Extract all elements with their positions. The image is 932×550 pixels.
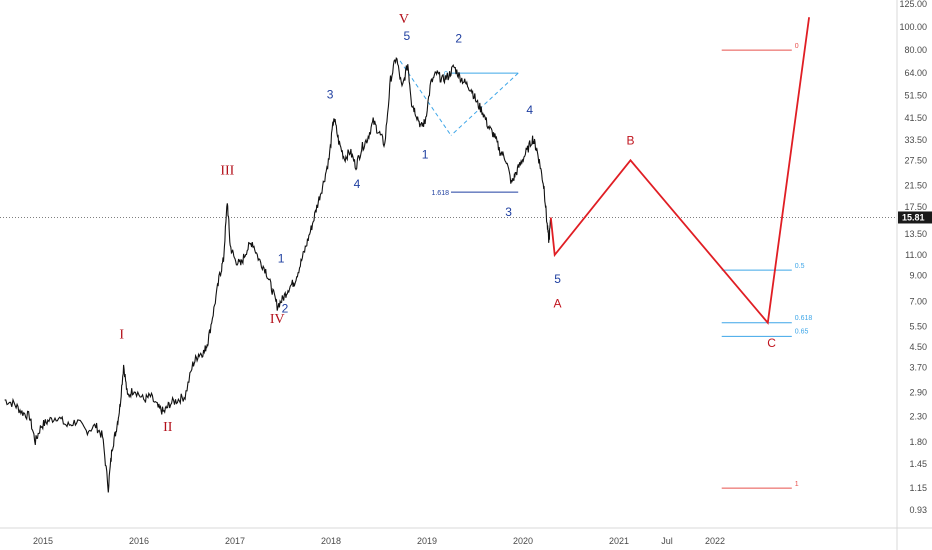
wave-label: A [554, 297, 562, 311]
x-tick-label: 2020 [513, 536, 533, 546]
x-tick-label: 2017 [225, 536, 245, 546]
y-tick-label: 125.00 [899, 0, 927, 9]
y-tick-label: 5.50 [909, 321, 927, 331]
wave-label: 5 [554, 272, 561, 286]
x-tick-label: 2021 [609, 536, 629, 546]
y-tick-label: 11.00 [905, 250, 927, 260]
y-tick-label: 100.00 [899, 22, 927, 32]
wave-label: 3 [327, 88, 334, 102]
wave-label: III [220, 163, 234, 178]
x-tick-label: 2019 [417, 536, 437, 546]
price-path [4, 57, 552, 493]
y-tick-label: 80.00 [904, 45, 927, 55]
x-tick-label: Jul [661, 536, 673, 546]
wave-label: 4 [526, 103, 533, 117]
x-tick-label: 2022 [705, 536, 725, 546]
x-tick-label: 2016 [129, 536, 149, 546]
x-tick-label: 2015 [33, 536, 53, 546]
fib-level-label: 0 [795, 43, 799, 50]
y-tick-label: 27.50 [904, 155, 927, 165]
y-tick-label: 1.80 [909, 437, 927, 447]
fib-level-label: 1 [795, 481, 799, 488]
wave-label: 1 [422, 147, 429, 161]
y-tick-label: 51.50 [904, 91, 927, 101]
wave-label: V [399, 12, 409, 27]
fib-level-label: 0.618 [795, 315, 813, 322]
y-tick-label: 2.30 [909, 412, 927, 422]
y-tick-label: 64.00 [904, 68, 927, 78]
wave-label: 1 [278, 252, 285, 266]
triangle-level-label: 0 [444, 71, 448, 78]
wave-label: I [119, 327, 124, 342]
x-axis: 2015 2016 2017 2018 2019 2020 2021 Jul 2022 [0, 527, 932, 546]
y-tick-label: 1.45 [909, 459, 927, 469]
y-tick-label: 2.90 [909, 388, 927, 398]
y-tick-label: 41.50 [904, 113, 927, 123]
wave-label: 3 [505, 205, 512, 219]
fib-level-label: 0.5 [795, 263, 805, 270]
x-tick-label: 2018 [321, 536, 341, 546]
current-price-label: 15.81 [902, 212, 925, 222]
current-price-badge-bg [898, 211, 932, 224]
triangle-pattern: 0 [399, 60, 519, 136]
y-tick-label: 0.93 [909, 505, 927, 515]
wave-label: B [627, 134, 635, 148]
y-tick-label: 9.00 [909, 271, 927, 281]
wave-label: 2 [455, 32, 462, 46]
wave-label: 4 [354, 177, 361, 191]
y-tick-label: 4.50 [909, 342, 927, 352]
wave-label: IV [270, 312, 285, 327]
y-tick-label: 21.50 [904, 181, 927, 191]
y-tick-label: 13.50 [904, 229, 927, 239]
fib-level-label: 0.65 [795, 328, 809, 335]
fib-level-label: 1.618 [431, 190, 449, 197]
triangle-right-line [450, 72, 519, 136]
wave-label: 5 [403, 29, 410, 43]
y-tick-label: 33.50 [904, 135, 927, 145]
wave-label: II [163, 420, 173, 435]
price-series [4, 57, 552, 493]
y-tick-label: 1.15 [909, 483, 927, 493]
y-axis: 125.00 100.00 80.00 64.00 51.50 41.50 33.50 27.… [896, 0, 927, 550]
projection-line [549, 17, 810, 325]
current-price-badge: 15.81 [898, 211, 932, 224]
y-tick-label: 3.70 [909, 362, 927, 372]
projection-path [549, 17, 810, 325]
fib-levels: 0 1.618 0.5 0.618 0.65 1 [431, 43, 813, 489]
wave-label: C [767, 336, 776, 350]
y-tick-label: 7.00 [909, 297, 927, 307]
y-tick-label: 17.50 [904, 202, 927, 212]
wave-label: 2 [282, 301, 289, 315]
